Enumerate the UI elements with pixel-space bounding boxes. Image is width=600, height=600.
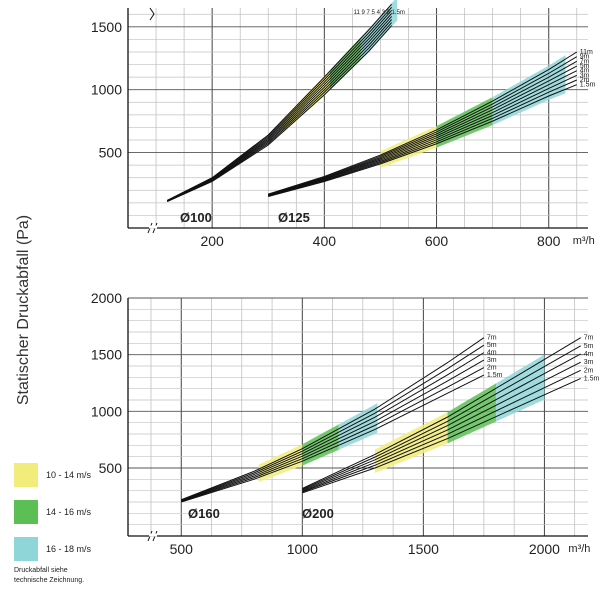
x-tick-label: 400 xyxy=(313,233,337,249)
legend-item-16-18: 16 - 18 m/s xyxy=(14,536,144,562)
length-label: 7m xyxy=(487,335,497,342)
x-tick-label: 500 xyxy=(170,541,194,557)
length-label: 3m xyxy=(487,357,497,364)
footnote-line: technische Zeichnung. xyxy=(14,577,85,584)
pressure-line-7m xyxy=(268,60,578,196)
length-label: 4m xyxy=(580,68,590,75)
speed-band xyxy=(492,55,566,126)
length-label: 4m xyxy=(487,350,497,357)
length-label: 11m xyxy=(580,49,593,56)
speed-band xyxy=(329,37,361,91)
pressure-line-4m xyxy=(302,353,581,491)
legend-swatch-cyan xyxy=(14,537,38,561)
legend-label: 10 - 14 m/s xyxy=(46,470,92,480)
pressure-line-3m xyxy=(268,74,577,197)
duct-label: Ø200 xyxy=(302,506,334,521)
length-label: 3m xyxy=(580,72,590,79)
pressure-line-15m xyxy=(302,378,581,494)
length-label: 2m xyxy=(580,77,590,84)
y-tick-label: 2000 xyxy=(91,290,122,306)
footnote-line: Druckabfall siehe xyxy=(14,567,68,574)
y-axis-title-text: Statischer Druckabfall (Pa) xyxy=(15,214,33,406)
y-axis-break-mark xyxy=(149,7,155,21)
y-tick-label: 500 xyxy=(99,460,123,476)
pressure-line-9m xyxy=(268,56,578,195)
pressure-line-2m xyxy=(302,369,581,493)
pressure-line-15m xyxy=(268,84,577,198)
x-tick-label: 600 xyxy=(425,233,449,249)
y-tick-label: 500 xyxy=(99,145,123,161)
duct-label: Ø125 xyxy=(278,210,310,225)
pressure-line-7m xyxy=(302,337,581,489)
x-tick-label: 800 xyxy=(537,233,561,249)
pressure-line-7 xyxy=(167,10,393,202)
length-label: 9m xyxy=(580,54,590,61)
pressure-line-5m xyxy=(302,345,581,490)
pressure-line-4m xyxy=(268,70,578,196)
length-label: 5m xyxy=(487,342,497,349)
length-label: 1.5m xyxy=(584,375,600,382)
y-axis-title: Statischer Druckabfall (Pa) xyxy=(4,160,44,460)
pressure-line-2m xyxy=(181,367,485,503)
pressure-line-9 xyxy=(167,6,393,201)
y-tick-label: 1000 xyxy=(91,403,122,419)
pressure-line-3m xyxy=(181,359,485,502)
legend-label: 14 - 16 m/s xyxy=(46,507,92,517)
x-tick-label: 1000 xyxy=(287,541,318,557)
length-label: 1.5m xyxy=(580,82,596,89)
pressure-line-7m xyxy=(181,337,485,501)
y-tick-label: 1500 xyxy=(91,347,122,363)
x-unit-label: m³/h xyxy=(573,235,595,247)
x-tick-label: 2000 xyxy=(529,541,560,557)
x-tick-label: 1500 xyxy=(408,541,439,557)
length-label: 2m xyxy=(584,367,594,374)
length-label: 7m xyxy=(580,58,590,65)
duct-label: Ø160 xyxy=(188,506,220,521)
pressure-line-5m xyxy=(181,344,485,501)
x-unit-label: m³/h xyxy=(568,543,590,555)
length-label: 4m xyxy=(584,351,594,358)
pressure-line-11m xyxy=(268,51,578,195)
pressure-line-3m xyxy=(302,361,581,492)
length-label: 3m xyxy=(584,359,594,366)
legend: 10 - 14 m/s 14 - 16 m/s 16 - 18 m/s xyxy=(14,462,144,573)
legend-swatch-yellow xyxy=(14,463,38,487)
y-tick-label: 1500 xyxy=(91,19,122,35)
length-label-row: 11 9 7 5 4 3 2 1.5m xyxy=(354,10,405,16)
x-tick-label: 200 xyxy=(200,233,224,249)
pressure-line-5m xyxy=(268,65,578,196)
length-label: 2m xyxy=(487,365,497,372)
length-label: 1.5m xyxy=(487,372,503,379)
length-label: 5m xyxy=(584,343,594,350)
pressure-line-2m xyxy=(268,79,577,197)
pressure-line-4m xyxy=(181,352,485,502)
length-label: 5m xyxy=(580,63,590,70)
legend-swatch-green xyxy=(14,500,38,524)
footnote: Druckabfall siehe technische Zeichnung. xyxy=(14,566,134,586)
duct-label: Ø100 xyxy=(180,210,212,225)
legend-item-14-16: 14 - 16 m/s xyxy=(14,499,144,525)
legend-label: 16 - 18 m/s xyxy=(46,544,92,554)
y-tick-label: 1000 xyxy=(91,82,122,98)
pressure-line-15m xyxy=(181,374,485,503)
legend-item-10-14: 10 - 14 m/s xyxy=(14,462,144,488)
pressure-line-15m xyxy=(167,25,393,203)
length-label: 7m xyxy=(584,335,594,342)
